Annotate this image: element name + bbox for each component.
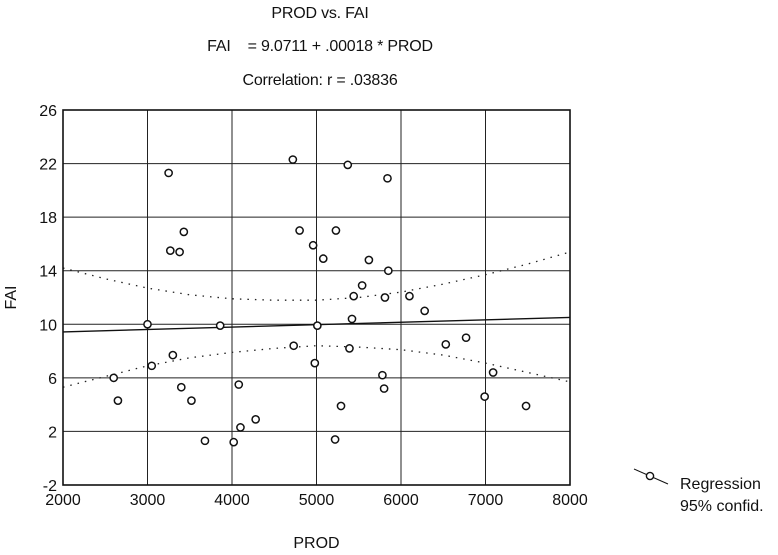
data-point [234,380,244,389]
x-tick-label: 6000 [383,492,419,509]
data-point [349,291,359,301]
data-point [295,226,304,235]
legend-marker [645,471,655,481]
x-tick-labels: 2000 3000 4000 5000 6000 7000 8000 [45,492,588,509]
data-point [364,255,374,265]
data-point [179,227,189,237]
data-point [330,435,340,444]
data-point [165,246,175,255]
data-point [331,226,341,235]
y-tick-label: -2 [43,478,57,495]
data-point [143,319,152,329]
data-point [378,370,387,380]
data-point [357,281,367,290]
data-point [236,423,245,432]
data-point [343,160,353,170]
x-tick-label: 8000 [552,492,588,509]
x-tick-label: 2000 [45,492,81,509]
legend-entry-confidence: 95% confid. [680,498,764,515]
data-point [521,401,531,411]
y-tick-label: 6 [48,371,57,388]
data-point [461,333,471,343]
chart-title: PROD vs. FAI [271,5,369,22]
y-tick-label: 18 [39,210,57,227]
confidence-upper [62,251,571,301]
grid [62,109,571,486]
equation-lhs: FAI [207,38,231,55]
y-tick-label: 2 [48,424,57,441]
y-tick-label: 22 [39,157,57,174]
y-axis-label: FAI [3,285,20,309]
plot-frame [62,109,571,486]
data-point [251,415,261,424]
data-point [336,401,346,411]
data-point [420,306,430,316]
equation-rhs: = 9.0711 + .00018 * PROD [247,38,433,55]
x-tick-label: 4000 [214,492,250,509]
data-point [168,350,178,360]
data-point [113,396,123,405]
data-point [289,341,299,351]
data-point [109,373,119,383]
data-point [347,314,357,324]
y-tick-label: 26 [39,103,57,120]
data-point [310,358,320,368]
y-tick-label: 10 [39,317,57,334]
data-point [312,321,322,330]
data-point [215,321,225,330]
x-axis-label: PROD [293,535,339,552]
data-point [308,240,318,250]
legend: Regression 95% confid. [633,468,764,515]
chart-subtitle: Correlation: r = .03836 [242,72,398,89]
x-tick-label: 3000 [130,492,166,509]
data-point [176,382,186,392]
data-point [164,168,173,178]
data-point [383,266,393,276]
regression-equation: FAI = 9.0711 + .00018 * PROD [0,38,640,56]
data-point [405,291,414,301]
data-point [488,368,498,377]
data-point [441,340,451,349]
x-tick-label: 5000 [299,492,335,509]
data-points [109,155,531,447]
legend-entry-regression: Regression [680,476,761,493]
data-point [380,293,390,302]
data-point [379,384,389,393]
data-point [480,392,490,401]
data-point [200,436,210,446]
y-tick-label: 14 [39,264,57,281]
data-point [345,344,354,353]
confidence-band [62,251,571,388]
x-tick-label: 7000 [468,492,504,509]
data-point [288,155,298,164]
data-point [175,247,184,257]
confidence-lower [62,345,571,388]
data-point [318,254,328,264]
data-point [187,396,196,405]
data-point [383,173,392,183]
data-point [229,437,239,447]
data-point [147,361,157,371]
